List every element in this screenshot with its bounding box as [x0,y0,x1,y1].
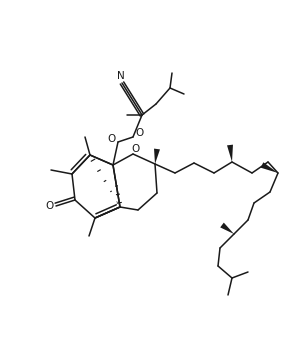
Text: O: O [108,134,116,144]
Text: O: O [45,201,53,211]
Polygon shape [220,223,234,234]
Polygon shape [154,148,160,164]
Text: N: N [117,71,125,81]
Polygon shape [261,162,278,173]
Text: O: O [135,128,143,138]
Text: O: O [132,144,140,154]
Polygon shape [227,145,233,162]
